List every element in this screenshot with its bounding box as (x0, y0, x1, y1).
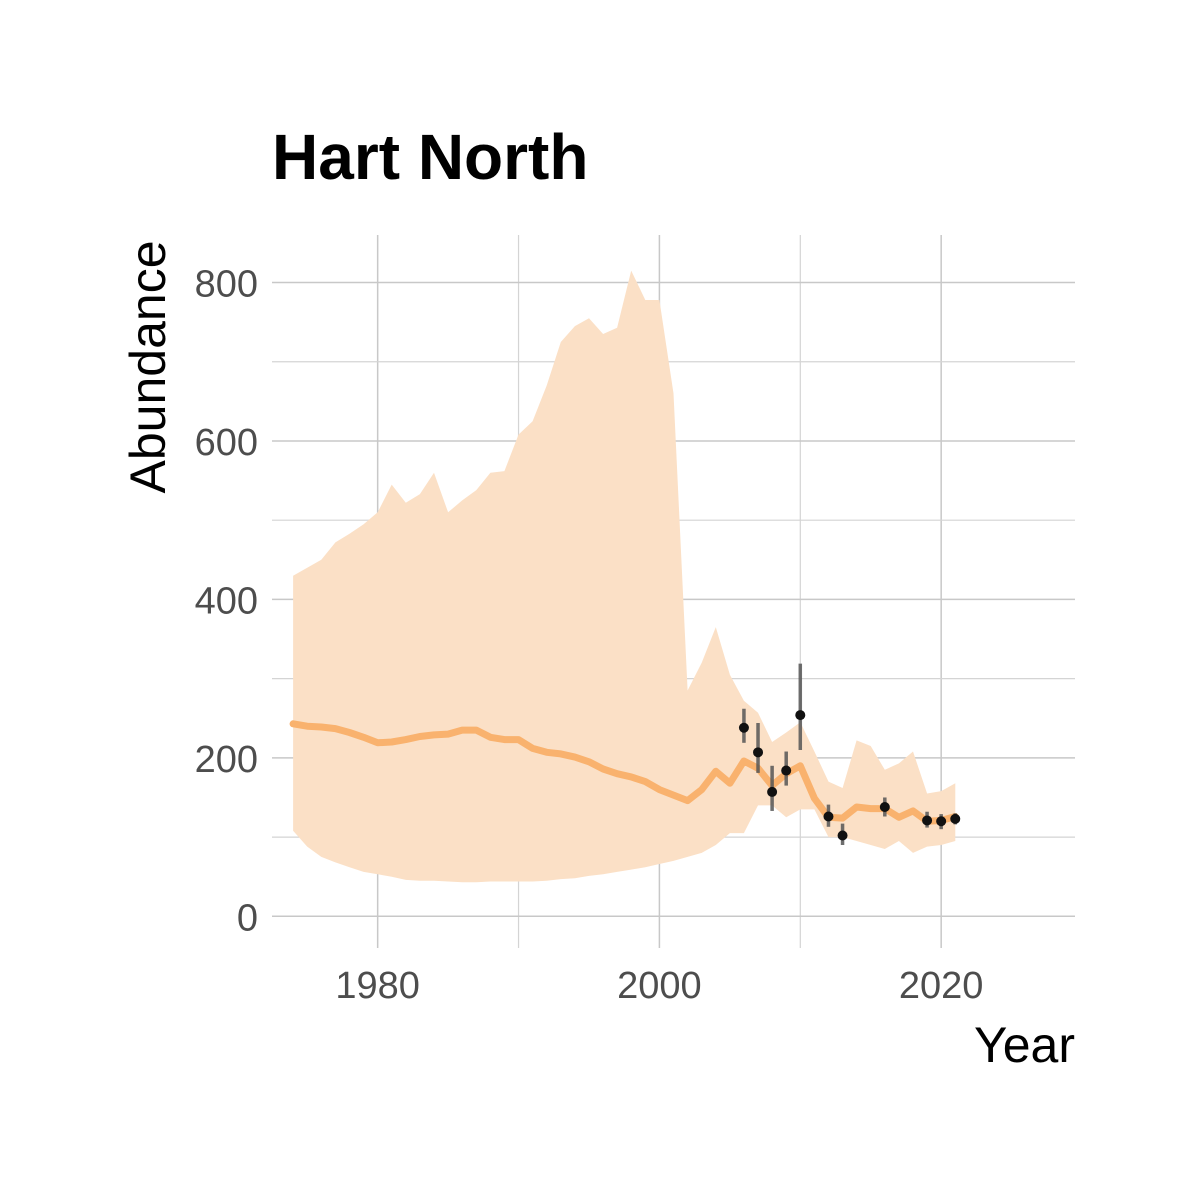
observation-dot (795, 710, 806, 721)
y-tick-label: 600 (195, 422, 258, 464)
observation-point (738, 708, 749, 743)
observation-point (950, 813, 961, 825)
chart-title: Hart North (272, 121, 588, 193)
observation-dot (767, 786, 778, 797)
y-tick-label: 200 (195, 739, 258, 781)
observation-point (879, 797, 890, 817)
observation-dot (950, 813, 961, 824)
observation-dot (781, 765, 792, 776)
observation-point (795, 663, 806, 750)
y-tick-label: 800 (195, 264, 258, 306)
observation-dot (922, 815, 933, 826)
observation-dot (753, 747, 764, 758)
x-tick-label: 2000 (617, 965, 702, 1007)
observation-dot (879, 801, 890, 812)
x-axis-title: Year (974, 1017, 1075, 1073)
observation-point (837, 823, 848, 846)
observation-point (823, 804, 834, 827)
observation-layer (738, 663, 961, 846)
x-tick-label: 1980 (335, 965, 420, 1007)
observation-dot (738, 722, 749, 733)
x-tick-label: 2020 (899, 965, 984, 1007)
y-tick-label: 400 (195, 580, 258, 622)
observation-point (753, 723, 764, 773)
y-tick-label: 0 (237, 897, 258, 939)
observation-point (922, 811, 933, 828)
observation-dot (837, 830, 848, 841)
y-axis-title: Abundance (120, 240, 176, 493)
trend-line (289, 720, 959, 825)
observation-dot (823, 811, 834, 822)
trend-line-layer (289, 720, 959, 825)
observation-point (781, 751, 792, 786)
observation-dot (936, 816, 947, 827)
tick-labels: 1980 2000 2020 0 200 400 600 800 (195, 264, 984, 1007)
observation-point (936, 814, 947, 830)
observation-point (767, 765, 778, 811)
